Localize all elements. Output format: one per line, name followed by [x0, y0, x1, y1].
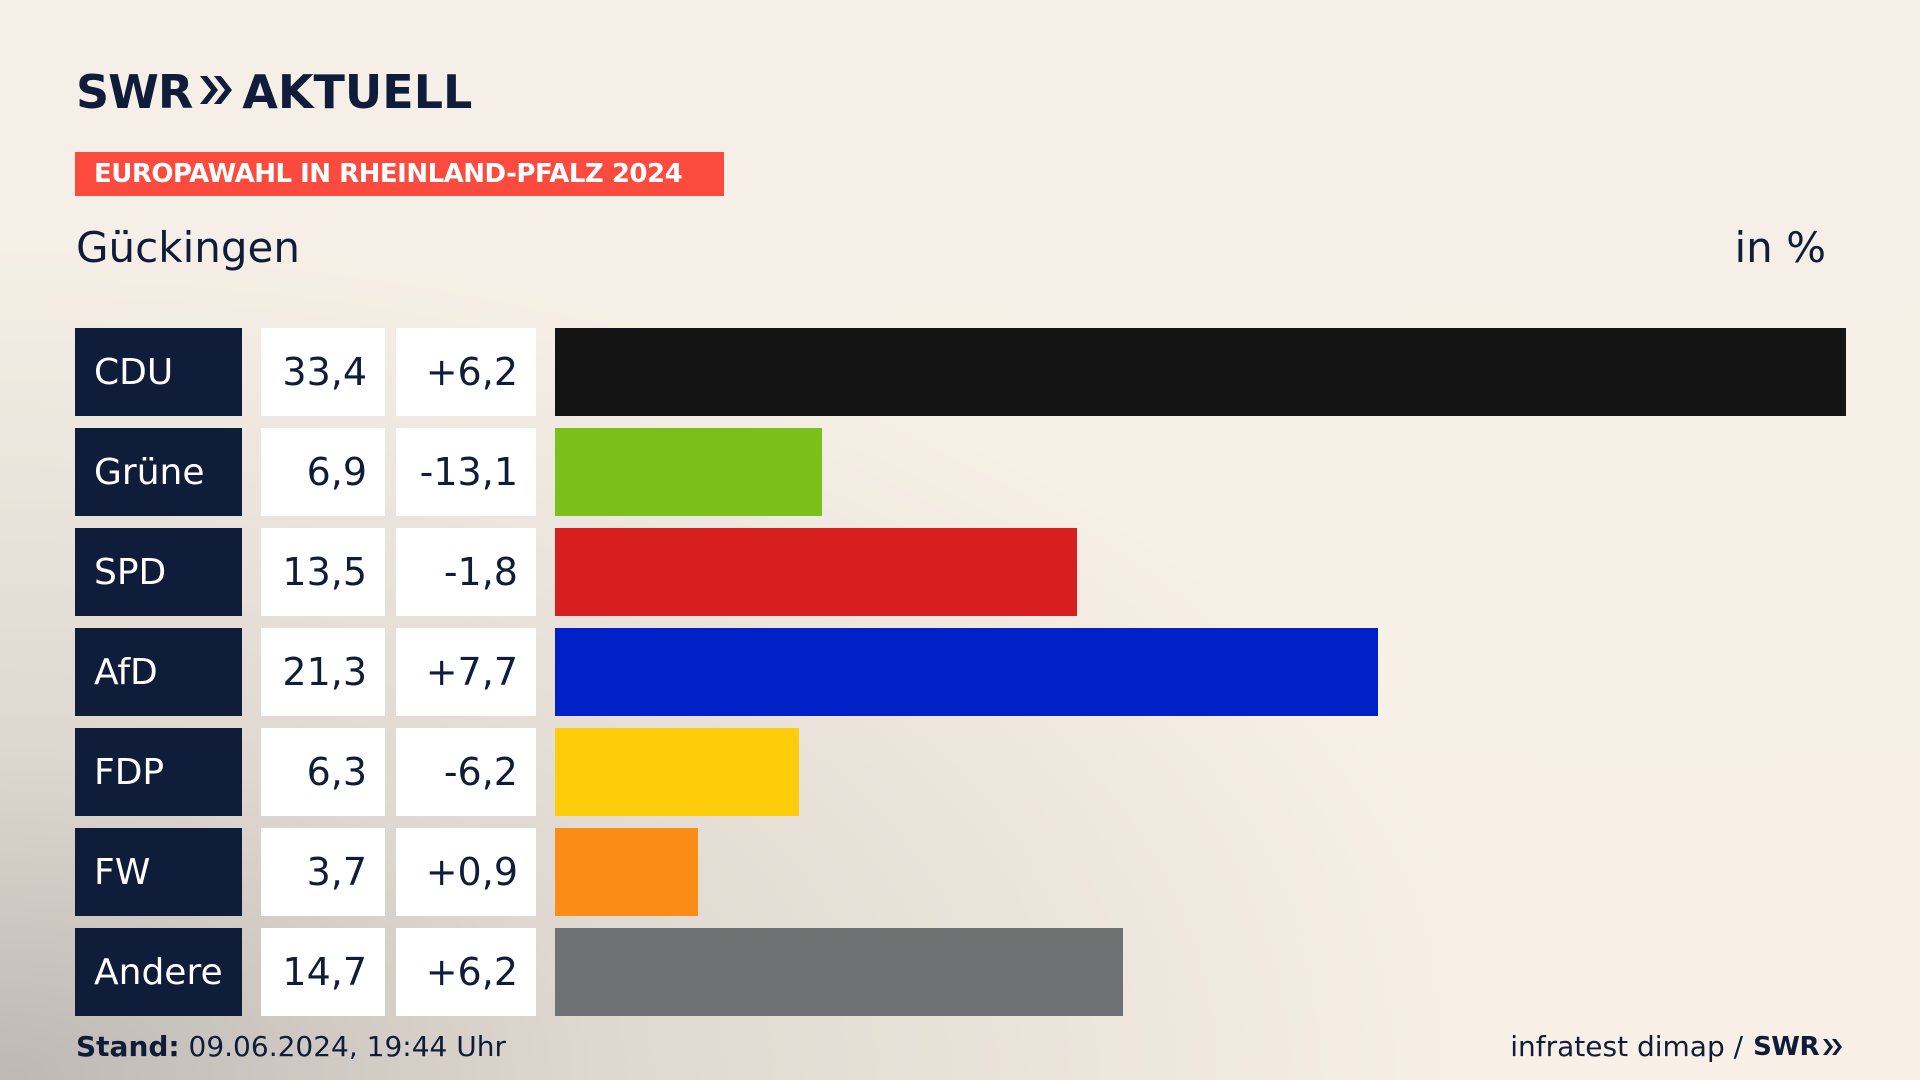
municipality-title: Gückingen	[76, 223, 300, 272]
vote-share-bar	[555, 528, 1077, 616]
logo-product: AKTUELL	[242, 65, 473, 119]
result-row: FW 3,7 +0,9	[75, 828, 1846, 916]
vote-share-label: 33,4	[261, 328, 385, 416]
timestamp: Stand: 09.06.2024, 19:44 Uhr	[76, 1030, 506, 1063]
vote-share-bar	[555, 728, 799, 816]
result-row: Grüne 6,9 -13,1	[75, 428, 1846, 516]
source-text: infratest dimap /	[1510, 1030, 1744, 1063]
result-row: Andere 14,7 +6,2	[75, 928, 1846, 1016]
vote-share-bar	[555, 828, 698, 916]
vote-share-bar	[555, 328, 1846, 416]
change-label: +0,9	[396, 828, 536, 916]
vote-share-label: 21,3	[261, 628, 385, 716]
vote-share-bar	[555, 628, 1378, 716]
double-chevron-icon	[198, 73, 234, 111]
change-label: -13,1	[396, 428, 536, 516]
party-label: Grüne	[75, 428, 242, 516]
timestamp-label: Stand:	[76, 1030, 180, 1063]
party-label: CDU	[75, 328, 242, 416]
small-double-chevron-icon	[1822, 1037, 1844, 1057]
unit-label: in %	[1734, 223, 1826, 272]
vote-share-label: 6,3	[261, 728, 385, 816]
result-row: FDP 6,3 -6,2	[75, 728, 1846, 816]
change-label: +7,7	[396, 628, 536, 716]
result-row: SPD 13,5 -1,8	[75, 528, 1846, 616]
vote-share-label: 14,7	[261, 928, 385, 1016]
source-brand: SWR	[1753, 1031, 1819, 1062]
change-label: -1,8	[396, 528, 536, 616]
vote-share-label: 13,5	[261, 528, 385, 616]
result-row: AfD 21,3 +7,7	[75, 628, 1846, 716]
party-label: FW	[75, 828, 242, 916]
change-label: +6,2	[396, 928, 536, 1016]
vote-share-bar	[555, 928, 1123, 1016]
timestamp-value: 09.06.2024, 19:44 Uhr	[188, 1030, 506, 1063]
logo-brand: SWR	[76, 65, 193, 119]
party-label: FDP	[75, 728, 242, 816]
vote-share-bar	[555, 428, 822, 516]
election-banner: EUROPAWAHL IN RHEINLAND-PFALZ 2024	[75, 152, 724, 196]
swr-aktuell-logo: SWR AKTUELL	[76, 64, 472, 120]
party-label: AfD	[75, 628, 242, 716]
change-label: -6,2	[396, 728, 536, 816]
vote-share-label: 3,7	[261, 828, 385, 916]
change-label: +6,2	[396, 328, 536, 416]
vote-share-label: 6,9	[261, 428, 385, 516]
result-row: CDU 33,4 +6,2	[75, 328, 1846, 416]
party-label: SPD	[75, 528, 242, 616]
party-label: Andere	[75, 928, 242, 1016]
source-credit: infratest dimap / SWR	[1510, 1030, 1844, 1063]
